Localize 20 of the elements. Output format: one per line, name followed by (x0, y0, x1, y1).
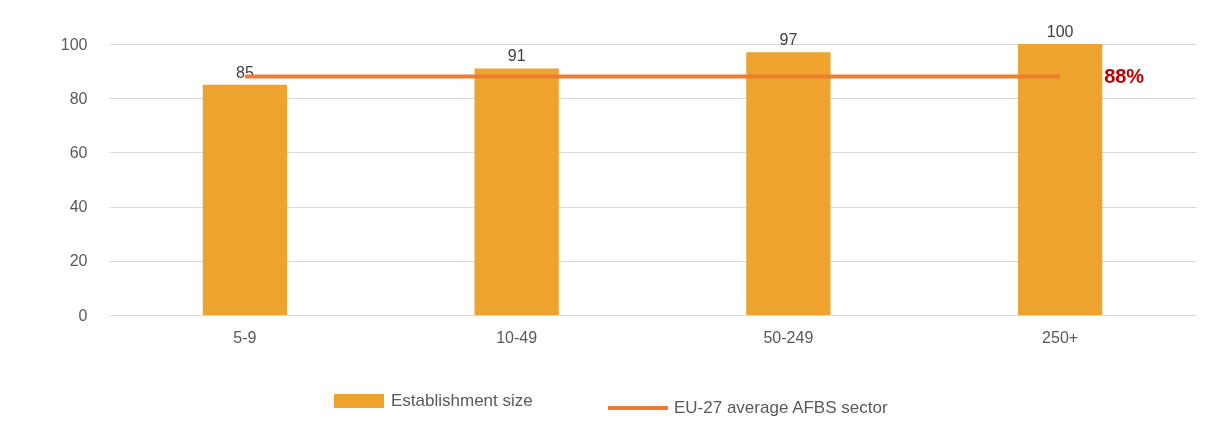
y-tick-label: 60 (69, 143, 88, 161)
annotation: 88% (1104, 64, 1145, 87)
data-label: 91 (507, 47, 526, 65)
x-tick-label: 5-9 (233, 328, 257, 346)
data-label: 100 (1046, 23, 1074, 40)
data-label: 97 (779, 31, 798, 49)
x-tick-label: 250+ (1042, 328, 1079, 346)
legend-label: Establishment size (391, 391, 533, 410)
x-tick-label: 10-49 (496, 328, 538, 346)
y-tick-label: 0 (78, 306, 88, 324)
bar (474, 68, 559, 315)
y-tick-label: 100 (60, 35, 88, 53)
y-tick-label: 40 (69, 198, 88, 216)
x-tick-label: 50-249 (763, 328, 814, 346)
y-tick-label: 80 (69, 89, 88, 107)
bar (202, 84, 287, 315)
bar (746, 52, 831, 315)
legend-label: EU-27 average AFBS sector (674, 398, 888, 417)
y-tick-label: 20 (69, 252, 88, 270)
bar (1018, 44, 1103, 315)
